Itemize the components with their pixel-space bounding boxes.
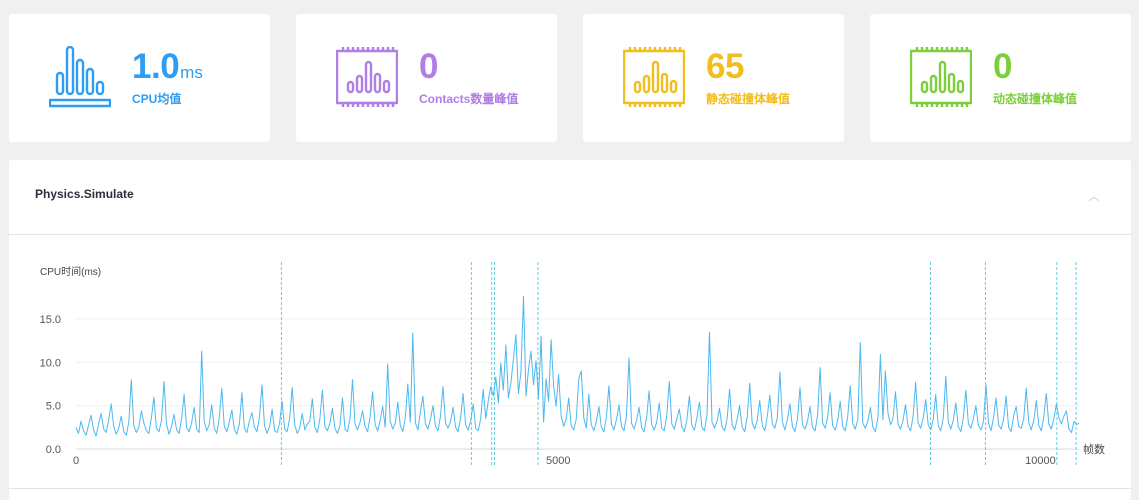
chip-bar-chart-icon [336, 47, 398, 107]
stat-value-cpu: 1.0ms [132, 47, 203, 86]
stat-value-static-colliders: 65 [706, 47, 744, 86]
panel-header[interactable]: Physics.Simulate ︿ [9, 160, 1131, 235]
stat-label-static-colliders: 静态碰撞体峰值 [706, 92, 791, 106]
bar-chart-base-icon [49, 46, 111, 108]
chip-bar-chart-icon [910, 47, 972, 107]
stat-card-dynamic-colliders: 0 动态碰撞体峰值 [870, 14, 1131, 142]
chevron-up-icon[interactable]: ︿ [1088, 191, 1100, 203]
panel-title: Physics.Simulate [35, 187, 134, 201]
stat-card-cpu: 1.0ms CPU均值 [9, 14, 270, 142]
stats-row: 1.0ms CPU均值 0 Contacts数量峰值 [9, 14, 1131, 142]
stat-value-contacts: 0 [419, 47, 438, 86]
stat-card-static-colliders: 65 静态碰撞体峰值 [583, 14, 844, 142]
stat-label-contacts: Contacts数量峰值 [419, 92, 519, 106]
stat-label-dynamic-colliders: 动态碰撞体峰值 [993, 92, 1078, 106]
stat-label-cpu: CPU均值 [132, 92, 182, 106]
chip-bar-chart-icon [623, 47, 685, 107]
stat-card-contacts: 0 Contacts数量峰值 [296, 14, 557, 142]
stat-value-dynamic-colliders: 0 [993, 47, 1012, 86]
stat-unit-cpu: ms [180, 63, 203, 82]
panel-divider [9, 488, 1131, 489]
physics-simulate-panel: Physics.Simulate ︿ [9, 160, 1131, 500]
